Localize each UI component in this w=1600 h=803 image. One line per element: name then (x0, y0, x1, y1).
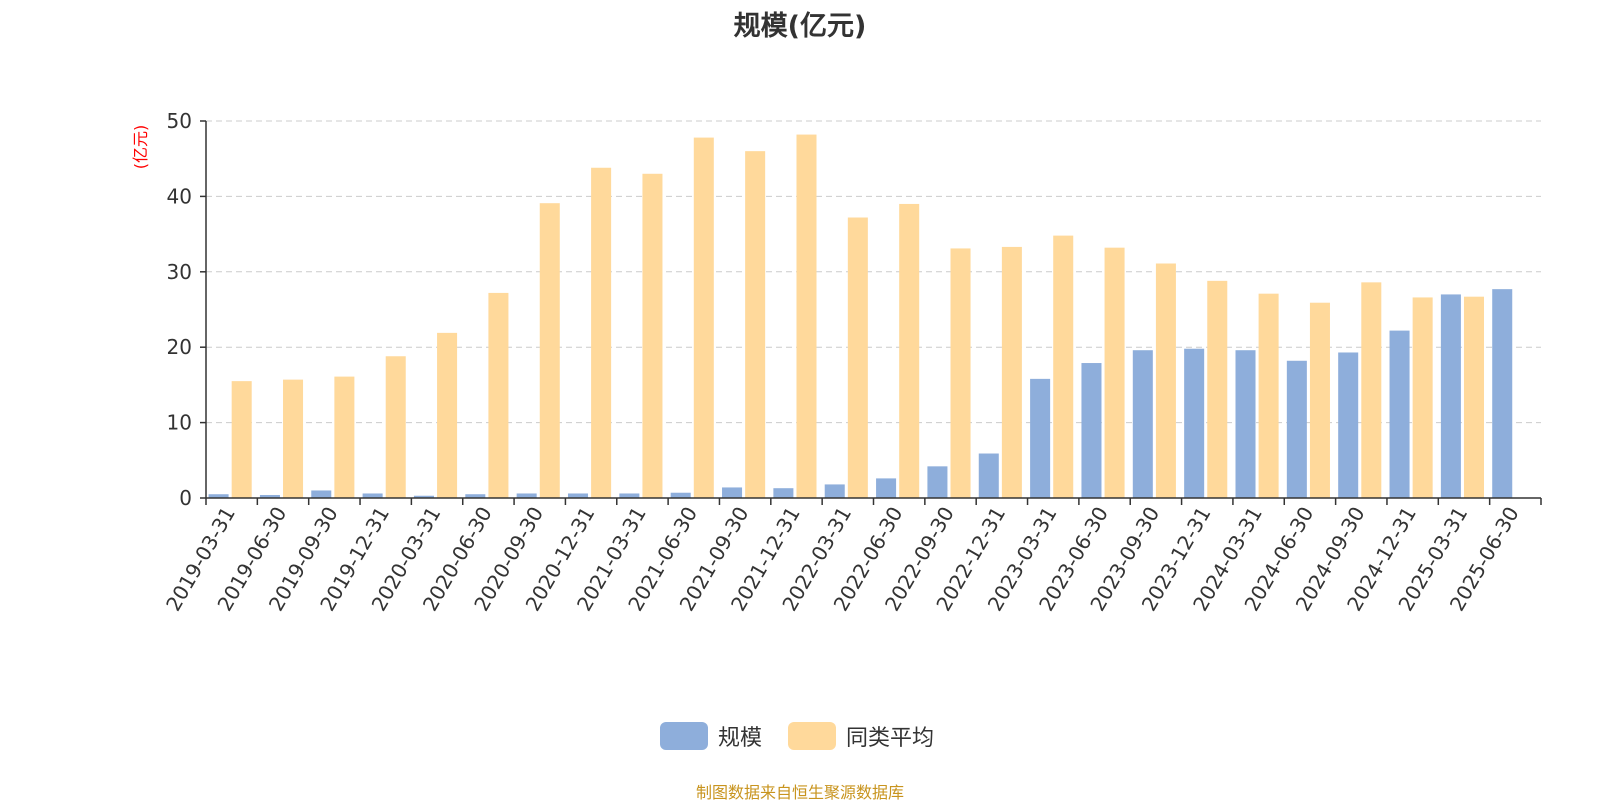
bar-peer-average (950, 248, 971, 498)
bar-peer-average (1155, 263, 1176, 498)
bar-scale (1286, 360, 1307, 498)
bar-scale (619, 493, 640, 498)
bar-scale (362, 493, 383, 498)
bar-peer-average (847, 217, 868, 498)
legend-label-peer-average: 同类平均 (846, 726, 935, 751)
bar-scale (824, 484, 845, 498)
bar-scale (876, 478, 897, 498)
bar-scale (311, 490, 332, 498)
bar-scale (927, 466, 948, 498)
bar-peer-average (488, 292, 509, 498)
bar-peer-average (745, 151, 766, 498)
bar-scale (259, 494, 280, 498)
y-tick-label: 10 (167, 411, 192, 435)
bar-peer-average (1361, 282, 1382, 498)
bar-scale (516, 493, 537, 498)
bar-scale (1440, 294, 1461, 498)
bar-peer-average (334, 376, 355, 498)
legend-swatch-peer-average (788, 722, 836, 750)
bar-scale (670, 492, 691, 498)
bar-scale (1081, 363, 1102, 498)
bar-peer-average (1104, 247, 1125, 498)
bar-peer-average (539, 203, 560, 498)
y-tick-label: 50 (167, 109, 192, 133)
bar-peer-average (1309, 302, 1330, 498)
bar-scale (1492, 289, 1513, 498)
bar-scale (1235, 350, 1256, 498)
bar-scale (208, 494, 229, 498)
bar-scale (722, 487, 743, 498)
bar-scale (1338, 352, 1359, 498)
legend-label-scale: 规模 (718, 726, 763, 751)
y-tick-label: 20 (167, 335, 192, 359)
bar-scale (413, 495, 434, 498)
bar-scale (1184, 348, 1205, 498)
bars (208, 134, 1513, 499)
bar-peer-average (1053, 235, 1074, 498)
bar-peer-average (591, 167, 612, 499)
chart-title: 规模(亿元) (733, 11, 867, 42)
bar-peer-average (1207, 280, 1228, 498)
y-tick-label: 0 (179, 486, 192, 510)
y-axis-label: (亿元) (131, 125, 150, 170)
legend-item-peer-average[interactable]: 同类平均 (788, 720, 934, 752)
bar-peer-average (231, 381, 252, 498)
bar-scale (1132, 350, 1153, 498)
bar-scale (567, 493, 589, 498)
bar-peer-average (693, 137, 714, 498)
bar-scale (1030, 378, 1051, 498)
bar-peer-average (642, 173, 663, 498)
legend-swatch-scale (660, 722, 708, 750)
bar-scale (978, 453, 999, 498)
bar-scale (773, 488, 794, 498)
bar-peer-average (1258, 293, 1279, 498)
source-note: 制图数据来自恒生聚源数据库 (695, 783, 904, 802)
y-tick-label: 40 (167, 184, 192, 208)
bar-peer-average (385, 356, 406, 498)
bar-scale (465, 494, 486, 498)
legend-item-scale[interactable]: 规模 (660, 720, 762, 752)
bar-peer-average (437, 332, 458, 498)
bar-peer-average (899, 203, 920, 498)
bar-peer-average (1463, 296, 1485, 498)
bar-peer-average (1412, 297, 1433, 498)
bar-peer-average (283, 379, 304, 498)
bar-peer-average (796, 134, 817, 498)
bar-peer-average (1001, 246, 1022, 498)
bar-scale (1389, 330, 1410, 498)
y-tick-label: 30 (167, 260, 192, 284)
